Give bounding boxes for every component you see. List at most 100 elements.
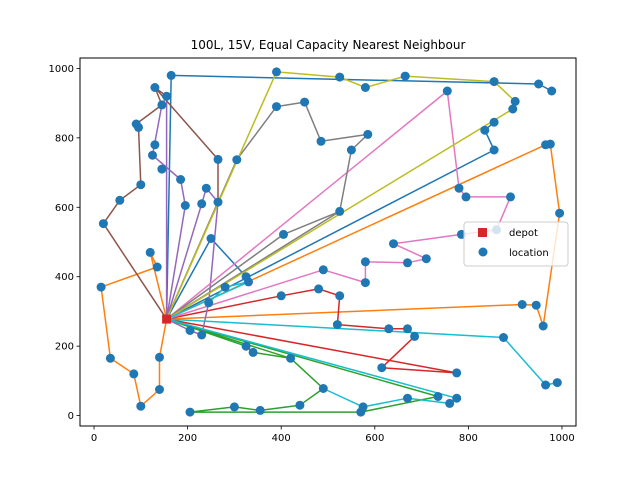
- location-point-62: [531, 300, 541, 310]
- location-point-36: [358, 402, 368, 412]
- location-point-91: [389, 239, 398, 249]
- location-point-53: [384, 324, 394, 334]
- plot-frame: [79, 57, 577, 427]
- location-point-20: [206, 234, 216, 243]
- x-tick-label: 0: [91, 433, 97, 444]
- legend-location-label: location: [509, 248, 549, 259]
- location-point-49: [276, 291, 286, 301]
- location-point-96: [318, 265, 328, 275]
- location-point-28: [248, 347, 258, 357]
- location-point-81: [534, 79, 544, 89]
- location-point-7: [150, 140, 160, 150]
- location-point-43: [136, 401, 146, 411]
- location-point-32: [255, 405, 265, 415]
- location-point-55: [410, 331, 420, 341]
- location-point-33: [229, 402, 239, 412]
- location-point-6: [134, 122, 143, 132]
- location-point-17: [213, 154, 223, 164]
- location-point-67: [279, 229, 288, 239]
- location-point-79: [510, 96, 520, 106]
- legend-location-marker: [478, 247, 488, 257]
- x-tick-label: 200: [178, 433, 197, 444]
- location-point-58: [499, 333, 508, 342]
- x-axis: 0 200 400 600 800 1000: [91, 426, 575, 444]
- location-point-75: [335, 72, 345, 82]
- location-point-63: [538, 321, 548, 331]
- legend-depot-marker: [478, 228, 487, 237]
- location-point-69: [346, 145, 356, 155]
- location-point-27: [241, 341, 251, 351]
- location-point-64: [555, 208, 565, 218]
- location-point-66: [541, 140, 551, 150]
- location-point-15: [197, 199, 207, 209]
- location-point-47: [152, 262, 162, 272]
- x-tick-label: 1000: [549, 433, 574, 444]
- y-tick-label: 600: [55, 203, 74, 214]
- location-point-31: [295, 400, 305, 410]
- location-point-77: [400, 71, 410, 81]
- legend-depot-label: depot: [509, 228, 538, 239]
- location-point-93: [403, 258, 412, 268]
- location-point-37: [403, 393, 412, 403]
- location-point-24: [204, 298, 214, 308]
- location-point-3: [162, 91, 172, 101]
- route-line-6: [166, 318, 439, 413]
- route-line-5: [100, 251, 168, 407]
- location-point-12: [157, 164, 167, 174]
- location-point-71: [316, 136, 326, 146]
- location-point-16: [201, 183, 211, 193]
- route-line-1: [165, 74, 553, 320]
- location-points: [96, 67, 565, 417]
- location-point-83: [480, 125, 490, 135]
- x-tick-label: 400: [272, 433, 291, 444]
- location-point-46: [96, 282, 106, 292]
- location-point-84: [489, 117, 499, 127]
- route-line-2: [166, 121, 495, 320]
- location-point-10: [115, 195, 125, 205]
- location-point-22: [241, 272, 251, 282]
- location-point-78: [489, 77, 499, 87]
- location-point-39: [445, 398, 455, 408]
- location-point-11: [98, 219, 108, 229]
- location-point-52: [332, 320, 342, 330]
- location-point-42: [155, 385, 164, 394]
- location-point-56: [377, 363, 387, 373]
- location-point-26: [185, 326, 195, 335]
- location-point-57: [452, 368, 462, 378]
- y-tick-label: 1000: [49, 64, 74, 75]
- location-point-23: [220, 282, 230, 292]
- location-point-73: [272, 102, 281, 112]
- location-point-50: [314, 284, 324, 294]
- location-point-34: [185, 407, 195, 417]
- y-axis: 0 200 400 600 800 1000: [49, 64, 80, 422]
- location-point-41: [155, 352, 164, 362]
- location-point-88: [506, 192, 515, 202]
- location-point-85: [489, 145, 499, 155]
- depot-marker-group: [162, 314, 172, 324]
- location-point-25: [197, 330, 207, 340]
- depot-marker: [162, 314, 172, 324]
- location-point-54: [403, 324, 412, 334]
- y-tick-label: 800: [55, 133, 74, 144]
- location-point-76: [360, 83, 370, 92]
- location-point-51: [335, 291, 345, 301]
- location-point-2: [150, 83, 160, 92]
- location-point-30: [318, 384, 328, 393]
- location-point-61: [517, 300, 527, 309]
- location-point-86: [454, 183, 464, 193]
- location-point-29: [286, 353, 296, 363]
- location-point-94: [360, 257, 370, 267]
- x-tick-label: 600: [365, 433, 384, 444]
- location-point-74: [272, 67, 281, 77]
- location-point-18: [213, 197, 223, 207]
- location-point-92: [421, 254, 431, 264]
- location-point-70: [363, 129, 373, 139]
- location-point-38: [433, 392, 443, 401]
- location-point-80: [508, 104, 518, 114]
- route-line-7: [166, 318, 291, 360]
- location-point-19: [232, 155, 242, 165]
- y-tick-label: 200: [55, 342, 74, 353]
- y-tick-label: 0: [68, 411, 74, 422]
- location-point-4: [157, 100, 167, 110]
